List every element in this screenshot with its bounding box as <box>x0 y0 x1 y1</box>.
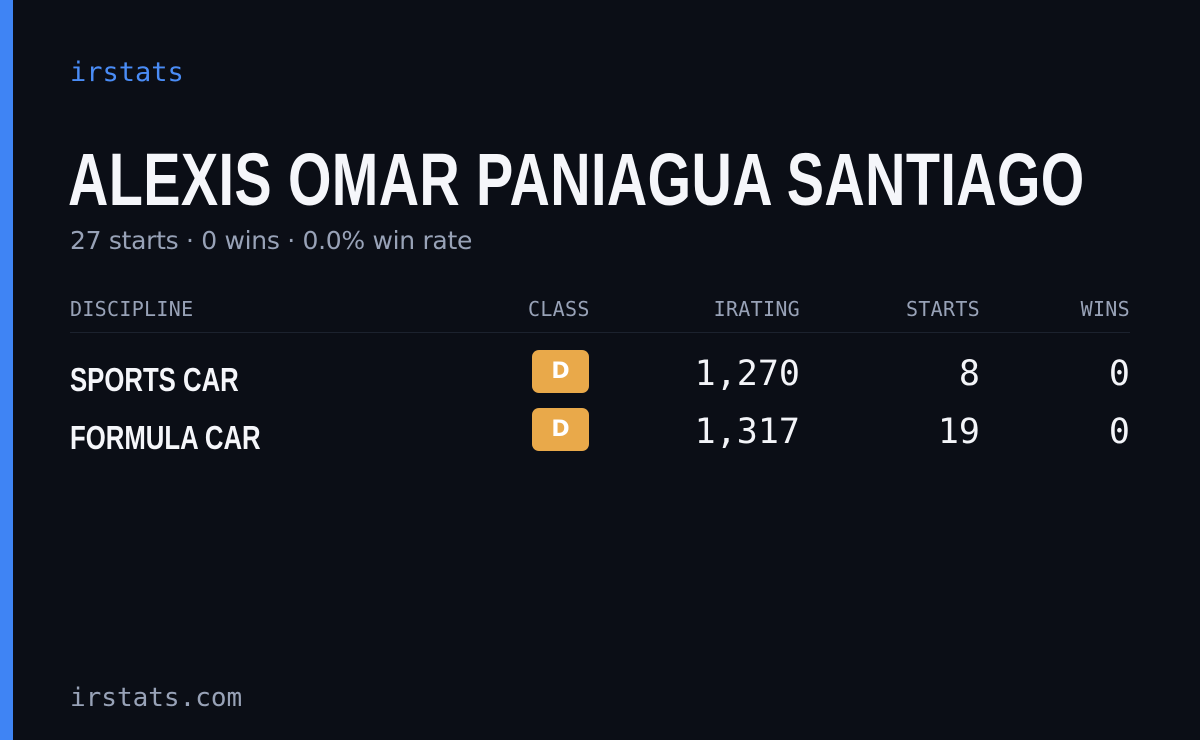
driver-name: ALEXIS OMAR PANIAGUA SANTIAGO <box>68 138 1085 221</box>
footer-url: irstats.com <box>70 683 243 713</box>
starts-value: 8 <box>958 354 980 394</box>
irating-value: 1,317 <box>694 412 800 452</box>
discipline-label: FORMULA CAR <box>70 419 261 456</box>
header-irating: IRATING <box>713 297 800 321</box>
header-wins: WINS <box>1080 297 1130 321</box>
header-divider <box>70 332 1130 333</box>
driver-summary: 27 starts · 0 wins · 0.0% win rate <box>70 226 473 255</box>
accent-bar <box>0 0 13 740</box>
wins-value: 0 <box>1108 354 1130 394</box>
wins-value: 0 <box>1108 412 1130 452</box>
header-starts: STARTS <box>905 297 980 321</box>
table-row: SPORTS CAR D 1,270 8 0 <box>0 348 1200 406</box>
header-discipline: DISCIPLINE <box>70 297 194 321</box>
class-badge: D <box>532 408 589 451</box>
header-class: CLASS <box>528 297 590 321</box>
brand-logo: irstats <box>70 57 184 88</box>
table-row: FORMULA CAR D 1,317 19 0 <box>0 406 1200 464</box>
class-badge: D <box>532 350 589 393</box>
irating-value: 1,270 <box>694 354 800 394</box>
starts-value: 19 <box>937 412 980 452</box>
discipline-label: SPORTS CAR <box>70 361 239 398</box>
